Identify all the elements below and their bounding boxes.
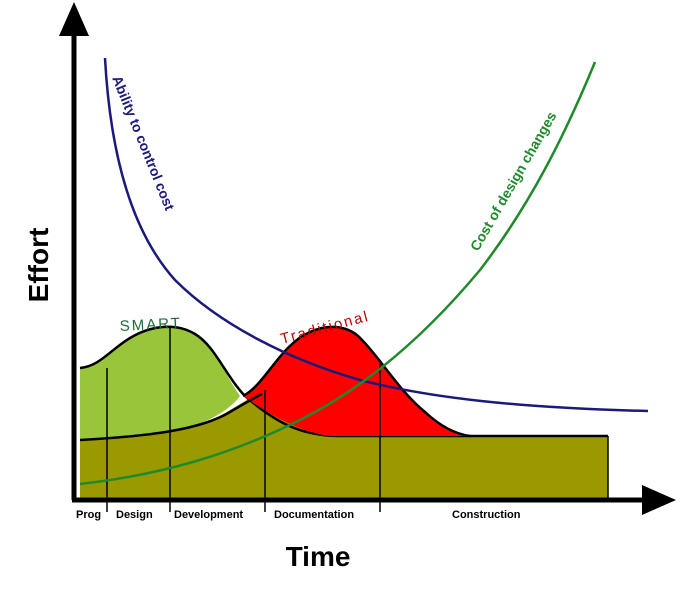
phase-label-design: Design bbox=[116, 509, 153, 521]
traditional-bell-outline bbox=[242, 325, 471, 438]
y-axis-title: Effort bbox=[23, 228, 54, 303]
traditional-baseline bbox=[79, 392, 263, 442]
phase-label-construction: Construction bbox=[452, 509, 521, 521]
phase-label-development: Development bbox=[174, 509, 243, 521]
x-axis-arrowhead bbox=[642, 485, 676, 515]
traditional-bell bbox=[243, 326, 470, 436]
ability-to-control-cost-curve bbox=[103, 57, 649, 413]
cost-of-design-changes-curve bbox=[79, 61, 597, 486]
x-axis-title: Time bbox=[286, 541, 351, 572]
smart-bell-outline bbox=[79, 325, 608, 438]
base-region bbox=[80, 386, 608, 498]
phase-label-documentation: Documentation bbox=[274, 509, 354, 521]
ability-to-control-cost-label: Ability to control cost bbox=[109, 73, 178, 213]
y-axis-arrowhead bbox=[59, 2, 89, 36]
cost-of-design-changes-label: Cost of design changes bbox=[467, 109, 560, 254]
phase-label-prog: Prog bbox=[76, 509, 101, 521]
smart-label: SMART bbox=[119, 315, 182, 335]
smart-bell bbox=[80, 326, 240, 440]
